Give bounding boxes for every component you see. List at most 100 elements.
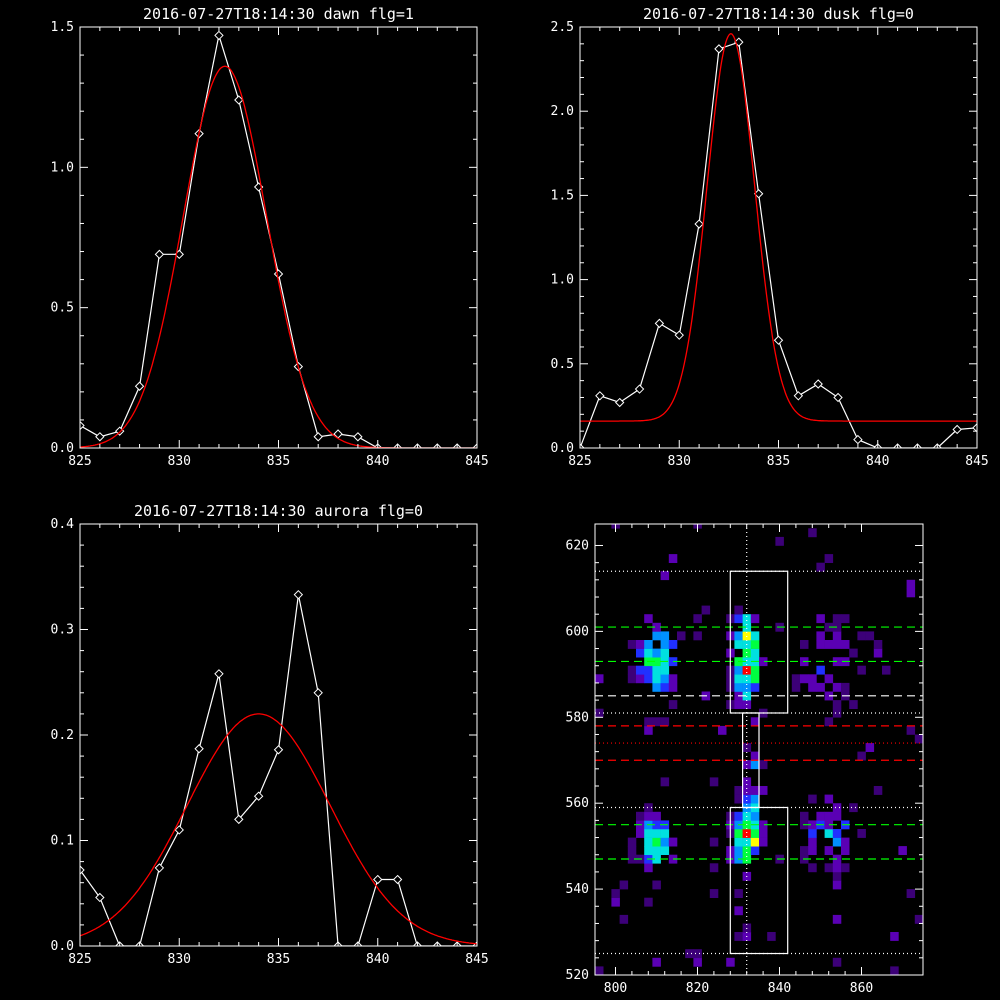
heatmap-cell bbox=[832, 957, 842, 967]
heatmap-cell bbox=[644, 614, 653, 624]
heatmap-cell bbox=[709, 863, 719, 873]
data-point-marker bbox=[580, 443, 585, 448]
heatmap-cell bbox=[652, 631, 661, 641]
heatmap-cell bbox=[709, 837, 719, 847]
plot-frame bbox=[594, 523, 924, 976]
heatmap-cell bbox=[808, 820, 817, 830]
heatmap-cell bbox=[832, 682, 842, 692]
heatmap-cell bbox=[816, 614, 825, 624]
heatmap-cell bbox=[824, 674, 834, 684]
heatmap-cell bbox=[750, 786, 760, 795]
heatmap-cell bbox=[709, 777, 719, 787]
heatmap-cell bbox=[759, 786, 768, 795]
heatmap-cell bbox=[652, 820, 661, 830]
heatmap-cell bbox=[627, 674, 637, 684]
heatmap-cell bbox=[660, 717, 670, 727]
heatmap-cell bbox=[734, 906, 743, 916]
heatmap-cell bbox=[791, 674, 801, 684]
heatmap-cell bbox=[660, 682, 670, 692]
x-tick-label: 800 bbox=[604, 981, 627, 996]
heatmap-cell bbox=[742, 829, 752, 838]
heatmap-cell bbox=[734, 794, 743, 804]
heatmap-cell bbox=[800, 640, 809, 649]
heatmap-cell bbox=[841, 837, 850, 847]
heatmap-cell bbox=[824, 640, 834, 649]
data-point-marker bbox=[214, 669, 224, 679]
heatmap-cell bbox=[898, 846, 907, 855]
data-point-marker bbox=[674, 330, 684, 340]
heatmap-cell bbox=[660, 665, 670, 675]
data-point-marker bbox=[595, 391, 605, 401]
heatmap-cell bbox=[734, 665, 743, 675]
plot-area bbox=[580, 32, 977, 448]
heatmap-cell bbox=[734, 846, 743, 855]
data-point-marker bbox=[214, 30, 224, 41]
data-point-marker bbox=[174, 825, 184, 835]
heatmap-cell bbox=[808, 829, 817, 838]
heatmap-cell bbox=[627, 846, 637, 855]
data-point-marker bbox=[392, 874, 403, 885]
heatmap-cell bbox=[841, 846, 850, 855]
data-point-marker bbox=[234, 95, 244, 105]
data-point-marker bbox=[472, 443, 477, 448]
heatmap-cell bbox=[824, 829, 834, 838]
heatmap-cell bbox=[644, 674, 653, 684]
heatmap-cell bbox=[832, 708, 842, 718]
data-point-marker bbox=[853, 434, 863, 445]
heatmap-cell bbox=[808, 528, 817, 538]
heatmap-cell bbox=[734, 811, 743, 821]
heatmap-cell bbox=[750, 665, 760, 675]
heatmap-cell bbox=[668, 554, 678, 563]
heatmap-cell bbox=[734, 682, 743, 692]
heatmap-cell bbox=[734, 700, 743, 709]
data-point-marker bbox=[813, 379, 823, 389]
heatmap-cell bbox=[750, 648, 760, 658]
heatmap-cell bbox=[660, 777, 670, 787]
y-tick-label: 1.0 bbox=[51, 160, 74, 175]
heatmap-cell bbox=[644, 811, 653, 821]
heatmap-cell bbox=[627, 854, 637, 864]
heatmap-cell bbox=[693, 949, 702, 959]
heatmap-cell bbox=[824, 622, 834, 632]
chart-title: 2016-07-27T18:14:30 dusk flg=0 bbox=[643, 5, 914, 23]
heatmap-cell bbox=[914, 914, 923, 924]
heatmap-cell bbox=[677, 631, 686, 641]
heatmap-cell bbox=[636, 829, 645, 838]
heatmap-cell bbox=[644, 648, 653, 658]
heatmap-cell bbox=[750, 717, 760, 727]
heatmap-cell bbox=[800, 674, 809, 684]
heatmap-cell bbox=[652, 811, 661, 821]
heatmap-cell bbox=[832, 700, 842, 709]
heatmap-cell bbox=[636, 640, 645, 649]
heatmap-cell bbox=[644, 803, 653, 813]
heatmap-cell bbox=[832, 837, 842, 847]
y-tick-label: 560 bbox=[566, 796, 589, 811]
gaussian-fit-curve bbox=[80, 65, 477, 448]
heatmap-cell bbox=[595, 674, 604, 684]
heatmap-cell bbox=[644, 829, 653, 838]
heatmap-cell bbox=[742, 846, 752, 855]
heatmap-cell bbox=[644, 837, 653, 847]
heatmap-cell bbox=[742, 854, 752, 864]
heatmap-cell bbox=[832, 829, 842, 838]
heatmap-cell bbox=[824, 717, 834, 727]
heatmap-cell bbox=[734, 674, 743, 684]
heatmap-cell bbox=[644, 846, 653, 855]
heatmap-cell bbox=[668, 700, 678, 709]
heatmap-cell bbox=[734, 889, 743, 898]
heatmap-cell bbox=[750, 682, 760, 692]
heatmap-cell bbox=[734, 614, 743, 624]
heatmap-cell bbox=[644, 863, 653, 873]
heatmap-cell bbox=[636, 648, 645, 658]
heatmap-cell bbox=[734, 631, 743, 641]
chart-title: 2016-07-27T18:14:30 dawn flg=1 bbox=[143, 5, 414, 23]
heatmap-cell bbox=[808, 682, 817, 692]
heatmap-cell bbox=[832, 657, 842, 667]
heatmap-cell bbox=[619, 914, 629, 924]
heatmap-cell bbox=[808, 674, 817, 684]
heatmap-cell bbox=[824, 811, 834, 821]
x-tick-label: 830 bbox=[668, 454, 691, 469]
heatmap-cell bbox=[750, 674, 760, 684]
heatmap-cell bbox=[742, 682, 752, 692]
heatmap-cell bbox=[832, 871, 842, 881]
